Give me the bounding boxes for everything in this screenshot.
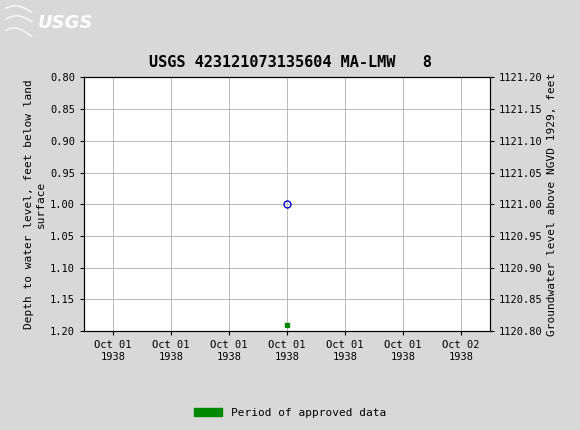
Legend: Period of approved data: Period of approved data [190, 403, 390, 422]
Text: USGS: USGS [38, 14, 93, 31]
Y-axis label: Depth to water level, feet below land
surface: Depth to water level, feet below land su… [24, 80, 46, 329]
Text: USGS 423121073135604 MA-LMW   8: USGS 423121073135604 MA-LMW 8 [148, 55, 432, 70]
Y-axis label: Groundwater level above NGVD 1929, feet: Groundwater level above NGVD 1929, feet [547, 73, 557, 336]
